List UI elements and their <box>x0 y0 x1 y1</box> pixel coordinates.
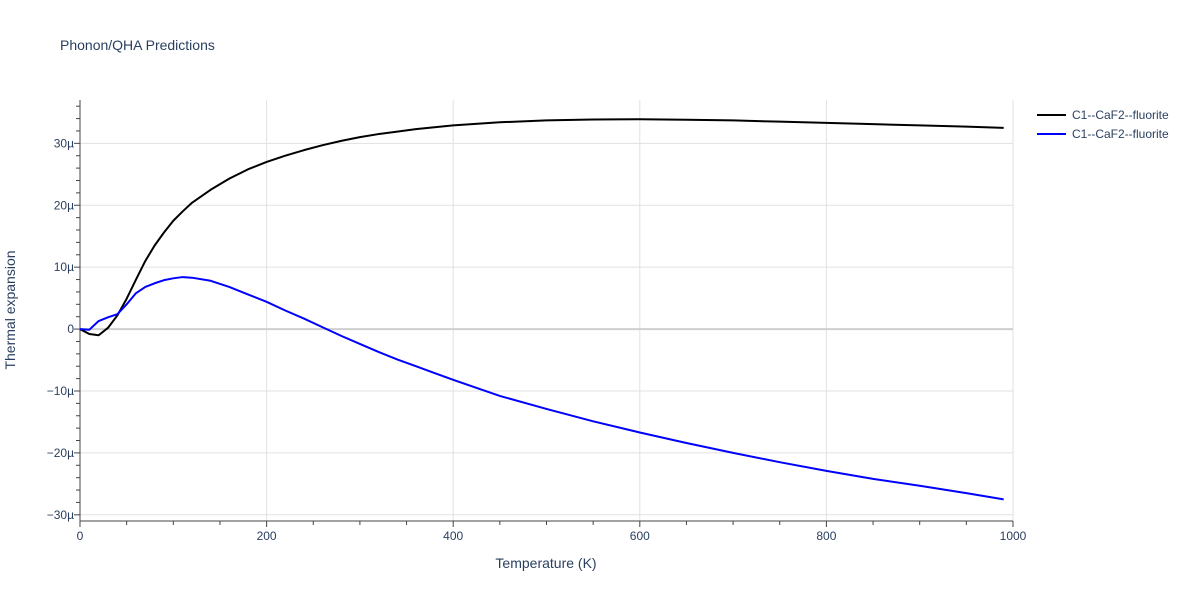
y-tick-label: 30µ <box>54 136 74 150</box>
x-tick-label: 800 <box>816 529 836 543</box>
y-tick-label: 20µ <box>54 198 74 212</box>
y-tick-label: −30µ <box>47 508 74 522</box>
legend-item-2[interactable]: C1--CaF2--fluorite <box>1037 127 1169 141</box>
x-tick-label: 0 <box>77 529 84 543</box>
y-axis-title: Thermal expansion <box>2 250 18 369</box>
x-tick-label: 200 <box>257 529 277 543</box>
x-tick-label: 600 <box>630 529 650 543</box>
legend[interactable]: C1--CaF2--fluorite C1--CaF2--fluorite <box>1037 108 1169 141</box>
legend-label: C1--CaF2--fluorite <box>1072 108 1169 122</box>
tick-labels: 0 200 400 600 800 1000 −30µ −20µ −10µ 0 10µ 20µ 30µ <box>47 136 1027 543</box>
x-axis-title: Temperature (K) <box>495 555 596 571</box>
series-line-2[interactable] <box>79 276 1004 501</box>
axes <box>74 100 1014 527</box>
y-tick-label: 10µ <box>54 260 74 274</box>
grid-lines <box>80 100 1014 521</box>
legend-item-1[interactable]: C1--CaF2--fluorite <box>1037 108 1169 122</box>
y-tick-label: −10µ <box>47 384 74 398</box>
x-tick-label: 1000 <box>1000 529 1027 543</box>
series-line-1[interactable] <box>79 118 1004 337</box>
y-tick-label: 0 <box>67 322 74 336</box>
series-lines <box>79 118 1004 501</box>
y-tick-label: −20µ <box>47 446 74 460</box>
x-tick-label: 400 <box>443 529 463 543</box>
legend-label: C1--CaF2--fluorite <box>1072 127 1169 141</box>
chart-title: Phonon/QHA Predictions <box>60 37 215 53</box>
